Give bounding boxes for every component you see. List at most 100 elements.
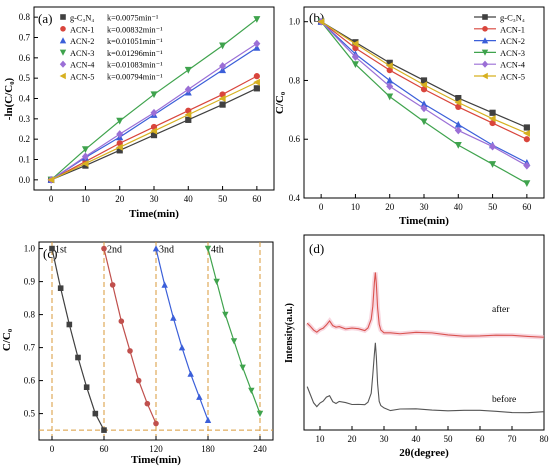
x-axis-label: Time(min) bbox=[131, 454, 181, 466]
cycle-label: 2nd bbox=[107, 245, 122, 256]
legend-label: ACN-1 bbox=[500, 24, 525, 34]
ticks: 0 10 20 30 40 50 60 0.4 0.6 0.8 1.0 bbox=[289, 17, 532, 212]
panel-label: (a) bbox=[38, 11, 52, 26]
x-tick-label: 80 bbox=[540, 434, 550, 444]
data-point bbox=[213, 278, 220, 285]
series-line bbox=[306, 342, 545, 414]
data-point bbox=[135, 377, 142, 384]
x-tick-label: 20 bbox=[115, 194, 125, 204]
legend-label: ACN-1 bbox=[70, 25, 94, 34]
data-point bbox=[351, 53, 359, 61]
x-tick-label: 50 bbox=[218, 194, 228, 204]
data-point bbox=[82, 162, 89, 169]
data-point bbox=[59, 49, 67, 56]
data-point bbox=[66, 321, 73, 328]
y-tick-label: 0.3 bbox=[19, 114, 31, 124]
y-tick-label: 0.8 bbox=[289, 75, 301, 85]
y-tick-label: 0.5 bbox=[24, 409, 36, 419]
data-point bbox=[454, 126, 462, 135]
data-point bbox=[59, 60, 67, 68]
panel-c: (c) C/C₀ Time(min) 0 60 120 180 2400.50.60.7… bbox=[1, 241, 274, 466]
data-point bbox=[187, 370, 194, 377]
data-point bbox=[386, 62, 393, 70]
panel-label: (d) bbox=[309, 241, 324, 256]
x-tick-label: 20 bbox=[385, 202, 395, 212]
y-tick-label: 0.8 bbox=[24, 310, 36, 320]
x-tick-label: 10 bbox=[351, 202, 361, 212]
legend-k: k=0.01296min⁻¹ bbox=[107, 49, 163, 58]
y-tick-label: 0.4 bbox=[19, 94, 31, 104]
legend-k: k=0.00832min⁻¹ bbox=[107, 25, 163, 34]
series-line bbox=[155, 248, 209, 421]
legend-label: ACN-5 bbox=[70, 73, 94, 82]
series-line bbox=[51, 248, 105, 431]
data-point bbox=[150, 91, 158, 99]
x-tick-label: 60 bbox=[100, 444, 110, 454]
y-tick-label: 0.4 bbox=[289, 193, 301, 203]
data-point bbox=[219, 62, 227, 70]
y-tick-label: 0.6 bbox=[24, 376, 36, 386]
data-point bbox=[81, 160, 89, 168]
legend: g-C₃N₄ k=0.0075min⁻¹ ACN-1 k=0.00832min⁻¹ AC… bbox=[59, 14, 163, 82]
data-point bbox=[116, 143, 123, 151]
data-point bbox=[454, 99, 462, 106]
x-tick-label: 50 bbox=[488, 202, 498, 212]
x-tick-label: 0 bbox=[50, 444, 55, 454]
x-tick-label: 20 bbox=[348, 434, 358, 444]
data-point bbox=[150, 132, 158, 139]
data-point bbox=[57, 285, 64, 291]
x-axis-label: Time(min) bbox=[399, 215, 449, 227]
series-label: before bbox=[492, 394, 516, 405]
data-point bbox=[481, 60, 489, 68]
data-point bbox=[317, 18, 325, 26]
x-tick-label: 0 bbox=[319, 202, 324, 212]
data-point bbox=[127, 348, 133, 354]
data-point bbox=[489, 142, 497, 151]
data-point bbox=[161, 281, 168, 288]
x-tick-label: 40 bbox=[454, 202, 464, 212]
guide-lines bbox=[39, 242, 273, 440]
ticks: 10 20 30 40 50 60 70 80 bbox=[316, 426, 550, 444]
data-point bbox=[351, 61, 359, 68]
data-point bbox=[420, 104, 428, 113]
data-point bbox=[253, 39, 261, 48]
data-point bbox=[239, 364, 246, 371]
data-point bbox=[59, 37, 67, 44]
legend-label: g-C₃N₄ bbox=[500, 13, 525, 23]
data-point bbox=[150, 127, 158, 135]
data-point bbox=[170, 314, 177, 321]
data-point bbox=[386, 82, 394, 91]
series-group: 1st 2nd 3nd 4th bbox=[49, 245, 264, 433]
cycle-label: 1st bbox=[55, 245, 67, 256]
series-line bbox=[320, 21, 528, 167]
cycle-label: 3nd bbox=[159, 245, 174, 256]
data-point bbox=[523, 129, 530, 137]
data-point bbox=[482, 14, 488, 20]
data-point bbox=[351, 40, 359, 48]
data-point bbox=[152, 245, 160, 252]
data-point bbox=[386, 76, 394, 84]
x-tick-label: 10 bbox=[81, 194, 91, 204]
y-tick-label: 0.9 bbox=[24, 277, 36, 287]
data-point bbox=[116, 130, 124, 138]
x-tick-label: 40 bbox=[184, 194, 194, 204]
data-point bbox=[60, 14, 66, 20]
data-point bbox=[204, 245, 212, 252]
legend-label: ACN-5 bbox=[500, 72, 525, 82]
data-point bbox=[219, 101, 226, 108]
legend-label: ACN-3 bbox=[500, 48, 525, 58]
plot-frame bbox=[303, 234, 545, 431]
y-tick-label: 0.7 bbox=[19, 33, 31, 43]
data-point bbox=[116, 147, 123, 154]
data-point bbox=[256, 410, 264, 417]
data-point bbox=[101, 427, 107, 433]
x-axis-label: 2θ(degree) bbox=[399, 447, 449, 459]
data-point bbox=[178, 344, 186, 351]
series-group: after before bbox=[305, 272, 545, 414]
legend-label: ACN-4 bbox=[500, 60, 526, 70]
data-point bbox=[118, 318, 125, 325]
data-point bbox=[47, 176, 55, 184]
y-tick-label: 0.6 bbox=[289, 134, 301, 144]
ticks: 0 10 20 30 40 50 60 0.0 0.1 0.2 0.3 0.4 0.5 0.6 0.7 0.8 bbox=[19, 12, 262, 204]
